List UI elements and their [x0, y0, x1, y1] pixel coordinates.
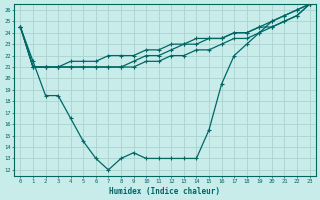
X-axis label: Humidex (Indice chaleur): Humidex (Indice chaleur) — [109, 187, 220, 196]
